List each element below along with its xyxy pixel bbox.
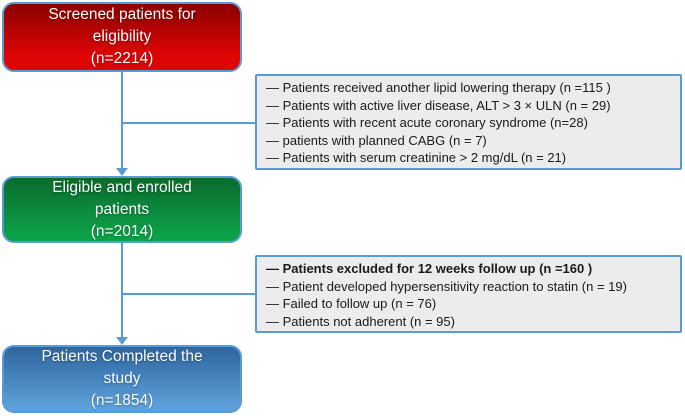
screened-box-count: (n=2214) (90, 50, 154, 67)
screened-box-line2: eligibility (92, 28, 152, 45)
arrow-down-icon (116, 168, 128, 176)
exclusion-item: — patients with planned CABG (n = 7) (266, 132, 487, 148)
exclusion-item: — Failed to follow up (n = 76) (266, 296, 437, 311)
enrolled-box-count: (n=2014) (90, 222, 154, 240)
exclusions-during-followup-box: — Patients excluded for 12 weeks follow … (255, 255, 682, 333)
exclusion-item: — Patients with active liver disease, AL… (266, 97, 611, 113)
connector-enrolled-to-completed (121, 243, 123, 339)
screened-patients-box: Screened patients for eligibility (n=221… (2, 2, 242, 72)
connector-screened-to-enrolled (121, 72, 123, 170)
completed-box-count: (n=1854) (90, 392, 154, 409)
exclusion-item: — Patients received another lipid loweri… (266, 80, 611, 95)
exclusion-item: — Patients with serum creatinine > 2 mg/… (266, 150, 567, 166)
exclusion-item: — Patients not adherent (n = 95) (266, 313, 455, 329)
exclusion-item-header: — Patients excluded for 12 weeks follow … (266, 261, 593, 276)
enrolled-box-line1: Eligible and enrolled (52, 178, 192, 196)
arrow-down-icon (116, 337, 128, 345)
exclusion-item: — Patients with recent acute coronary sy… (266, 115, 588, 131)
exclusions-before-enrollment-box: — Patients received another lipid loweri… (255, 74, 682, 170)
connector-branch-to-exclusions-2 (122, 293, 256, 295)
completed-patients-box: Patients Completed the study (n=1854) (2, 345, 242, 413)
completed-box-line1: Patients Completed the (41, 348, 203, 365)
exclusion-item: — Patient developed hypersensitivity rea… (266, 278, 627, 294)
screened-box-line1: Screened patients for (48, 6, 196, 23)
enrolled-box-line2: patients (94, 200, 150, 218)
connector-branch-to-exclusions-1 (122, 122, 255, 124)
enrolled-patients-box: Eligible and enrolled patients (n=2014) (2, 176, 242, 243)
completed-box-line2: study (103, 370, 141, 387)
